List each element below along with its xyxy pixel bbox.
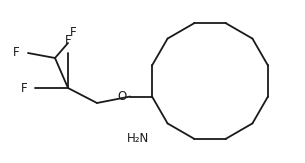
Text: O: O: [117, 90, 127, 103]
Text: F: F: [21, 82, 27, 95]
Text: H₂N: H₂N: [127, 132, 149, 145]
Text: F: F: [13, 46, 19, 59]
Text: F: F: [65, 35, 71, 47]
Text: F: F: [70, 27, 76, 39]
